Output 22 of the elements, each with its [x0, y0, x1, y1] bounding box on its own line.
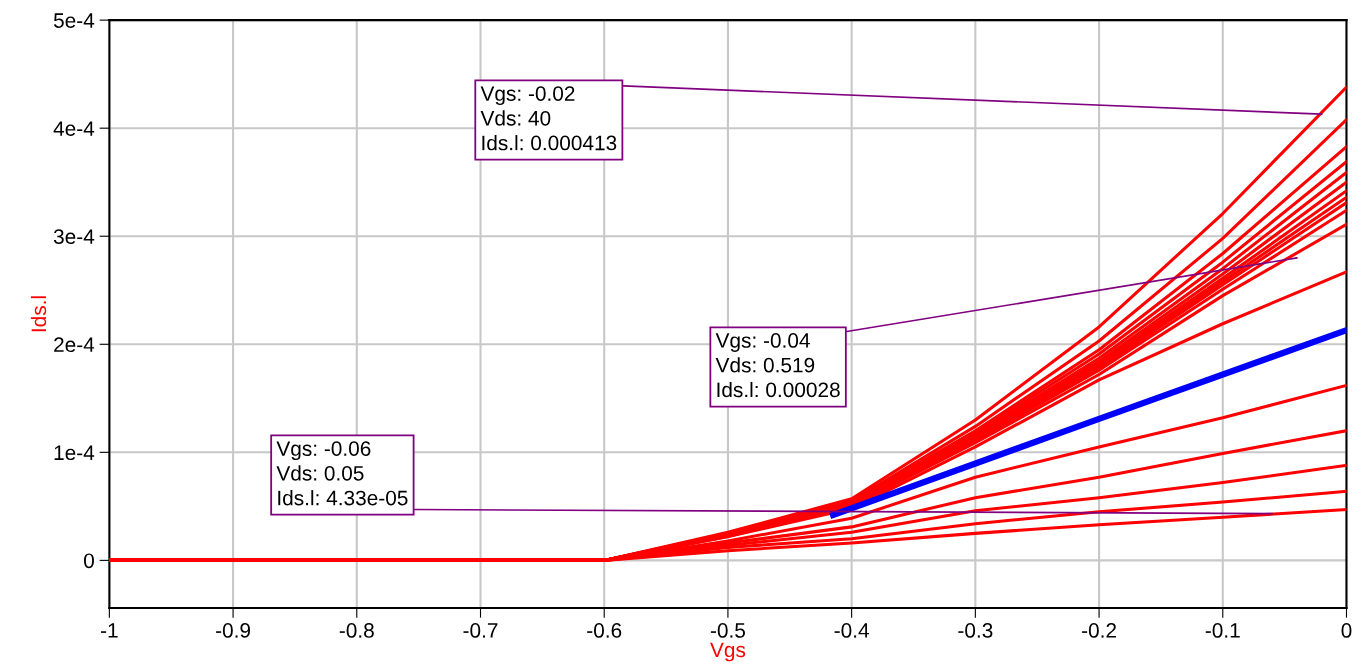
annotation: Vgs: -0.06 Vds: 0.05 Ids.l: 4.33e-05 — [276, 441, 408, 506]
x-tick-label: -0.9 — [216, 623, 251, 638]
y-tick-label: 4e-4 — [53, 121, 95, 136]
y-tick-label: 1e-4 — [54, 445, 95, 461]
annotation: Vgs: -0.02 Vds: 40 Ids.l: 0.000413 — [480, 86, 617, 151]
annotation: Vgs: -0.04 Vds: 0.519 Ids.l: 0.00028 — [715, 333, 840, 398]
x-tick-label: 0 — [1341, 623, 1352, 638]
x-tick-label: -0.2 — [1082, 623, 1116, 638]
y-tick-label: 5e-4 — [53, 13, 95, 28]
y-tick-label: 2e-4 — [54, 337, 95, 353]
x-tick-label: -1 — [101, 623, 118, 638]
x-tick-label: -0.5 — [710, 623, 746, 638]
x-tick-label: -0.3 — [958, 623, 993, 638]
x-tick-label: -0.7 — [463, 623, 498, 638]
x-tick-label: -0.8 — [339, 623, 374, 638]
x-tick-label: -0.4 — [834, 623, 869, 638]
x-tick-label: -0.6 — [587, 623, 622, 638]
y-tick-label: 0 — [84, 553, 94, 569]
y-axis-title: Ids.l — [30, 296, 47, 332]
x-axis-title: Vgs — [710, 642, 746, 662]
y-tick-label: 3e-4 — [53, 229, 95, 244]
x-tick-label: -0.1 — [1205, 623, 1240, 638]
